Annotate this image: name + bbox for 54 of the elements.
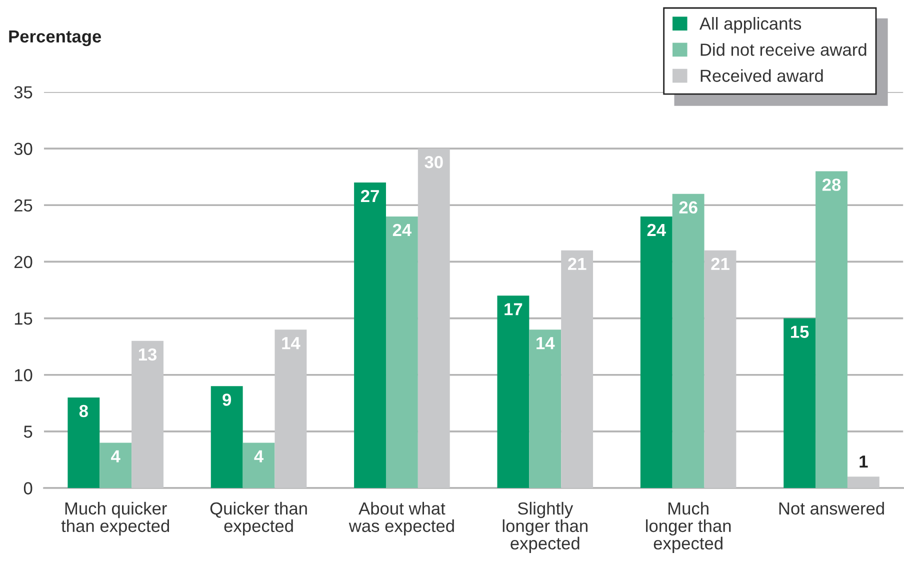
y-tick-label: 0 — [24, 482, 32, 494]
bar — [100, 442, 132, 488]
data-label: 28 — [822, 178, 841, 191]
x-tick-label: About what was expected — [348, 502, 454, 536]
bar — [210, 386, 243, 488]
x-tick-label: Much quicker than expected — [61, 502, 170, 536]
data-label: 30 — [424, 156, 443, 168]
data-label: 15 — [791, 326, 809, 338]
legend-label: Did not receive award — [700, 43, 866, 56]
x-tick-label: Quicker than expected — [210, 502, 307, 536]
bar — [386, 216, 418, 488]
data-label: 17 — [504, 303, 522, 316]
data-label: 14 — [282, 337, 300, 350]
bar — [784, 318, 816, 488]
bar — [529, 330, 562, 488]
x-tick-label: Slightly longer than expected — [502, 502, 588, 553]
data-label: 8 — [79, 404, 88, 418]
bar — [816, 171, 848, 488]
data-label: 24 — [392, 224, 412, 236]
bar — [132, 340, 164, 488]
data-label: 1 — [860, 456, 868, 468]
bar — [242, 442, 275, 488]
bar — [274, 330, 307, 488]
bar — [561, 250, 594, 488]
bar — [418, 148, 450, 488]
bar — [497, 296, 530, 488]
data-label: 21 — [568, 258, 586, 270]
bar — [847, 476, 880, 488]
y-tick-label: 5 — [24, 426, 32, 438]
y-axis-title: Percentage — [9, 30, 102, 46]
data-label: 4 — [111, 450, 120, 462]
bar — [672, 194, 704, 488]
data-label: 13 — [138, 348, 157, 361]
y-tick-label: 35 — [14, 86, 32, 98]
data-label: 27 — [360, 190, 379, 202]
bar — [704, 250, 736, 488]
y-tick-label: 30 — [14, 142, 32, 156]
data-label: 24 — [647, 224, 666, 236]
y-tick-label: 15 — [14, 312, 32, 325]
legend-label: All applicants — [699, 17, 802, 34]
bar — [640, 216, 672, 488]
data-label: 14 — [536, 337, 555, 350]
y-tick-label: 20 — [14, 256, 32, 268]
data-label: 21 — [711, 258, 730, 270]
legend-label: Received award — [700, 69, 823, 82]
data-label: 26 — [679, 201, 698, 214]
x-tick-label: Much longer than expected — [646, 502, 731, 553]
y-tick-label: 25 — [14, 199, 32, 212]
x-tick-label: Not answered — [779, 502, 884, 515]
data-label: 4 — [254, 450, 264, 462]
y-tick-label: 10 — [14, 369, 32, 382]
data-label: 9 — [222, 394, 232, 406]
bar — [354, 182, 386, 488]
bar — [68, 397, 100, 488]
